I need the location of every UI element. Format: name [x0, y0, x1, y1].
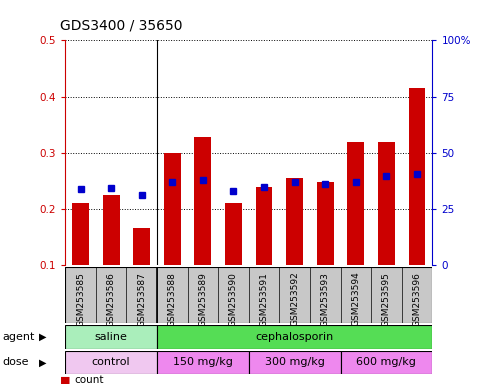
Bar [347, 142, 364, 265]
Text: dose: dose [2, 358, 29, 367]
Text: GSM253590: GSM253590 [229, 272, 238, 327]
Text: 300 mg/kg: 300 mg/kg [265, 358, 325, 367]
Bar [249, 351, 341, 374]
Text: saline: saline [95, 332, 128, 342]
Bar [72, 204, 89, 265]
Bar [65, 325, 157, 349]
Text: GSM253585: GSM253585 [76, 272, 85, 327]
Text: GSM253588: GSM253588 [168, 272, 177, 327]
Bar [225, 204, 242, 265]
Text: 150 mg/kg: 150 mg/kg [173, 358, 233, 367]
Bar [378, 142, 395, 265]
Bar [133, 228, 150, 265]
Text: ▶: ▶ [39, 332, 46, 342]
Text: control: control [92, 358, 130, 367]
Text: agent: agent [2, 332, 35, 342]
Text: 600 mg/kg: 600 mg/kg [356, 358, 416, 367]
Text: GSM253596: GSM253596 [412, 272, 422, 327]
Bar [286, 178, 303, 265]
Bar [157, 351, 249, 374]
Bar [65, 351, 157, 374]
Bar [317, 182, 334, 265]
Bar [256, 187, 272, 265]
Text: cephalosporin: cephalosporin [256, 332, 334, 342]
Text: GSM253595: GSM253595 [382, 272, 391, 327]
Text: GSM253593: GSM253593 [321, 272, 330, 327]
Text: GSM253586: GSM253586 [107, 272, 115, 327]
Text: ▶: ▶ [39, 358, 46, 367]
Text: GDS3400 / 35650: GDS3400 / 35650 [60, 19, 183, 33]
Bar [103, 195, 119, 265]
Bar [409, 88, 426, 265]
Text: GSM253592: GSM253592 [290, 272, 299, 326]
Text: ■: ■ [60, 375, 71, 384]
Text: GSM253589: GSM253589 [199, 272, 207, 327]
Text: count: count [75, 375, 104, 384]
Bar [195, 137, 211, 265]
Text: GSM253587: GSM253587 [137, 272, 146, 327]
Bar [157, 325, 432, 349]
Text: GSM253591: GSM253591 [259, 272, 269, 327]
Bar [341, 351, 432, 374]
Bar [164, 153, 181, 265]
Text: GSM253594: GSM253594 [351, 272, 360, 326]
